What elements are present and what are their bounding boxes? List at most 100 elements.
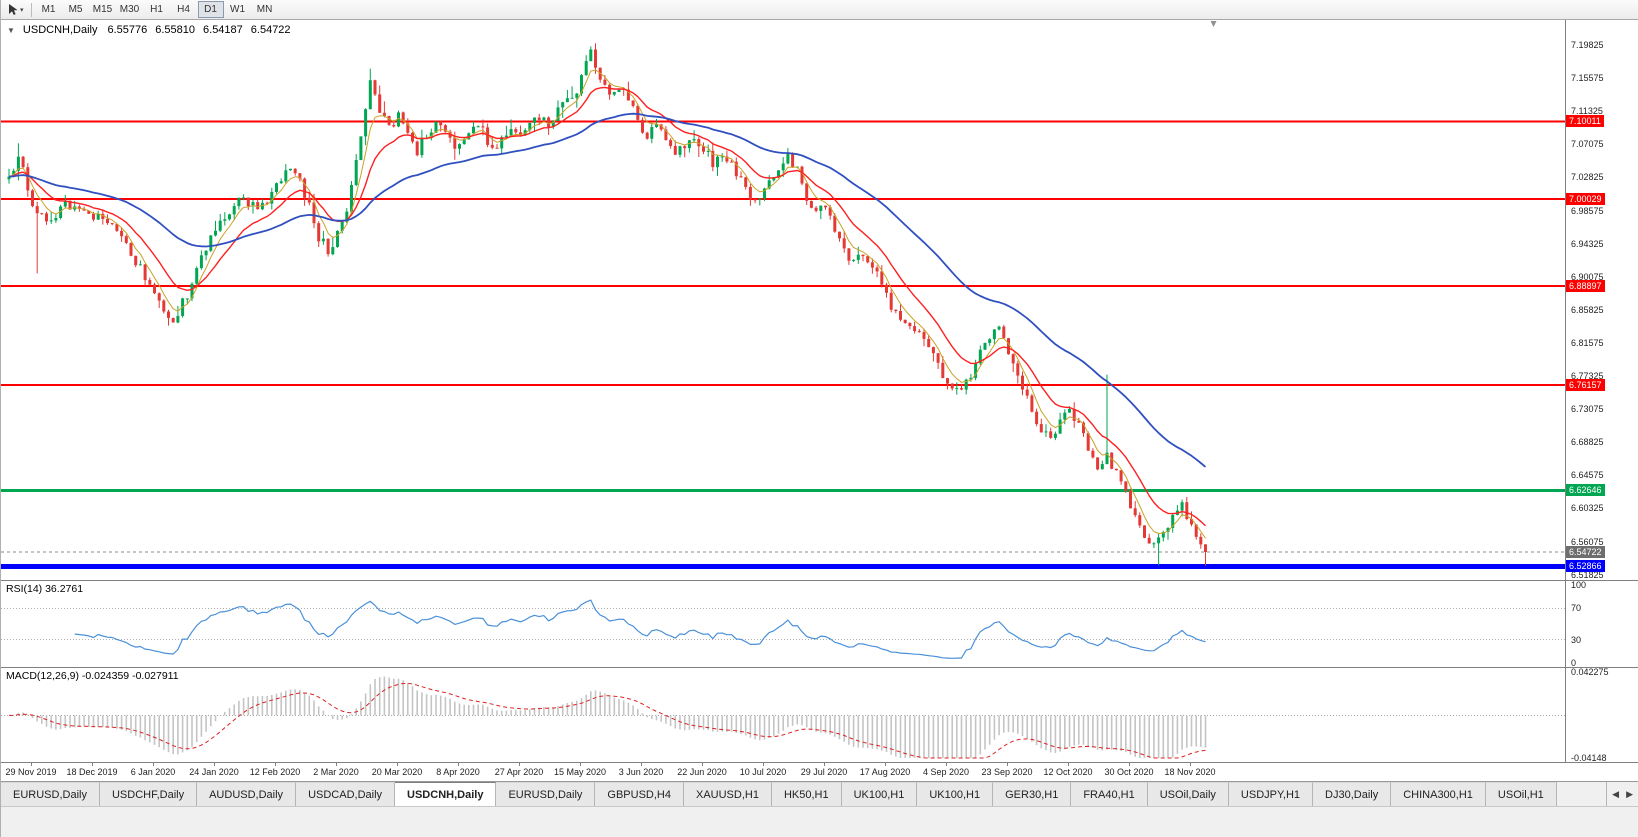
chart-tab[interactable]: GER30,H1: [993, 782, 1072, 806]
price-level-tag: 6.88897: [1566, 279, 1605, 292]
axis-label: 6.98575: [1571, 205, 1604, 216]
chart-tab[interactable]: CHINA300,H1: [1391, 782, 1486, 806]
chart-tab[interactable]: HK50,H1: [771, 782, 842, 806]
rsi-panel: RSI(14) 36.2761 100 70 30 0: [1, 580, 1638, 668]
macd-panel: MACD(12,26,9) -0.024359 -0.027911 0.0422…: [1, 667, 1638, 763]
chart-tab[interactable]: UK100,H1: [917, 782, 994, 806]
chart-tab[interactable]: UK100,H1: [841, 782, 918, 806]
chart-tab[interactable]: EURUSD,Daily: [496, 782, 596, 806]
time-axis-tick: [1007, 763, 1008, 766]
tabs-scroll-left-button[interactable]: ◀: [1612, 788, 1620, 799]
axis-label: 6.94325: [1571, 238, 1604, 249]
axis-label: 6.68825: [1571, 437, 1604, 448]
rsi-plot[interactable]: [1, 581, 1565, 667]
date-label: 27 Apr 2020: [494, 767, 544, 777]
charts-toolbar-button[interactable]: ▾: [4, 1, 27, 18]
time-axis-tick: [519, 763, 520, 766]
chart-tab[interactable]: EURUSD,Daily: [1, 782, 100, 806]
timeframe-button-d1[interactable]: D1: [197, 1, 224, 18]
axis-label: 6.60325: [1571, 503, 1604, 514]
timeframe-button-m5[interactable]: M5: [68, 4, 83, 15]
chart-tab[interactable]: XAUUSD,H1: [683, 782, 772, 806]
price-chart-panel: ▼ USDCNH,Daily 6.55776 6.55810 6.54187 6…: [1, 20, 1638, 580]
time-axis-tick: [1068, 763, 1069, 766]
price-level-tag: 6.54722: [1566, 546, 1605, 559]
collapse-icon[interactable]: ▼: [7, 25, 15, 35]
axis-label: 6.73075: [1571, 404, 1604, 415]
time-axis[interactable]: 29 Nov 2019 18 Dec 2019 6 Jan 2020 24 Jan 2…: [1, 762, 1638, 781]
date-label: 4 Sep 2020: [922, 767, 970, 777]
chart-tab[interactable]: USOil,H1: [1485, 782, 1557, 806]
date-label: 29 Jul 2020: [800, 767, 848, 777]
date-label: 3 Jun 2020: [618, 767, 664, 777]
chart-ohlc-readout: ▼ USDCNH,Daily 6.55776 6.55810 6.54187 6…: [7, 24, 291, 36]
ohlc-close: 6.54722: [250, 24, 291, 36]
time-axis-tick: [31, 763, 32, 766]
time-axis-tick: [336, 763, 337, 766]
toolbar: ▾ M1 M5 M15 M30 H1 H4 D1 W1 MN: [1, 0, 1638, 20]
axis-label: 7.07075: [1571, 139, 1604, 150]
chart-tab[interactable]: USDCHF,Daily: [99, 782, 198, 806]
time-axis-tick: [1190, 763, 1191, 766]
macd-axis[interactable]: 0.042275 -0.04148: [1565, 667, 1638, 763]
timeframe-button-m15[interactable]: M15: [92, 4, 113, 15]
rsi-plot-area[interactable]: RSI(14) 36.2761: [1, 581, 1565, 667]
candlestick-chart[interactable]: [1, 20, 1565, 580]
status-strip: [1, 806, 1638, 837]
price-level-tag: 7.00029: [1566, 193, 1605, 206]
date-label: 23 Sep 2020: [981, 767, 1033, 777]
time-axis-tick: [580, 763, 581, 766]
timeframe-button-mn[interactable]: MN: [256, 4, 273, 15]
date-label: 15 May 2020: [553, 767, 607, 777]
ohlc-low: 6.54187: [203, 24, 243, 36]
price-level-tag: 7.10011: [1566, 115, 1604, 128]
price-level-tag: 6.76157: [1566, 379, 1605, 392]
date-label: 30 Oct 2020: [1104, 767, 1154, 777]
timeframe-button-h4[interactable]: H4: [177, 4, 190, 15]
tab-scroll-arrows: ◀ ▶: [1606, 782, 1638, 806]
price-plot[interactable]: ▼ USDCNH,Daily 6.55776 6.55810 6.54187 6…: [1, 20, 1565, 580]
axis-label: 7.19825: [1571, 40, 1604, 50]
chart-tab[interactable]: FRA40,H1: [1071, 782, 1148, 806]
tabs-scroll-right-button[interactable]: ▶: [1626, 788, 1633, 799]
chart-tab[interactable]: USOil,Daily: [1147, 782, 1229, 806]
time-axis-tick: [702, 763, 703, 766]
time-axis-tick: [885, 763, 886, 766]
price-axis[interactable]: 7.19825 7.15575 7.11325 7.07075 7.02825 6.985…: [1565, 20, 1638, 580]
chart-tab[interactable]: GBPUSD,H4: [595, 782, 684, 806]
chart-tab[interactable]: USDJPY,H1: [1228, 782, 1314, 806]
chart-tab-bar: EURUSD,Daily USDCHF,Daily AUDUSD,Daily USDC…: [1, 781, 1638, 806]
dropdown-caret-icon: ▾: [20, 6, 24, 14]
ohlc-open: 6.55776: [107, 24, 148, 36]
timeframe-button-w1[interactable]: W1: [230, 4, 246, 15]
axis-label: 6.64575: [1571, 470, 1604, 481]
time-axis-tick: [824, 763, 825, 766]
axis-label: 6.85825: [1571, 304, 1604, 315]
date-label: 29 Nov 2019: [5, 767, 57, 777]
date-label: 8 Apr 2020: [436, 767, 480, 777]
time-axis-tick: [275, 763, 276, 766]
time-axis-tick: [92, 763, 93, 766]
axis-label: 7.15575: [1571, 73, 1604, 84]
chart-tab-list: EURUSD,Daily USDCHF,Daily AUDUSD,Daily USDC…: [1, 782, 1638, 806]
axis-label: 6.77325: [1571, 371, 1604, 381]
timeframe-button-h1[interactable]: H1: [150, 4, 163, 15]
axis-label: 6.56075: [1571, 536, 1604, 547]
timeframe-button-m1[interactable]: M1: [41, 4, 56, 15]
chart-tab[interactable]: USDCNH,Daily: [395, 782, 497, 806]
timeframe-button-m30[interactable]: M30: [119, 4, 140, 15]
macd-plot[interactable]: [1, 668, 1565, 762]
macd-plot-area[interactable]: MACD(12,26,9) -0.024359 -0.027911: [1, 668, 1565, 762]
chart-tab[interactable]: AUDUSD,Daily: [197, 782, 297, 806]
date-label: 6 Jan 2020: [130, 767, 176, 777]
axis-label: 7.11325: [1571, 106, 1603, 117]
axis-label: 30: [1571, 634, 1582, 645]
time-axis-tick: [214, 763, 215, 766]
axis-label: 7.02825: [1571, 172, 1604, 183]
rsi-axis[interactable]: 100 70 30 0: [1565, 580, 1638, 668]
chart-tab[interactable]: DJ30,Daily: [1313, 782, 1392, 806]
date-label: 17 Aug 2020: [859, 767, 911, 777]
time-axis-tick: [763, 763, 764, 766]
chart-tab[interactable]: USDCAD,Daily: [296, 782, 396, 806]
